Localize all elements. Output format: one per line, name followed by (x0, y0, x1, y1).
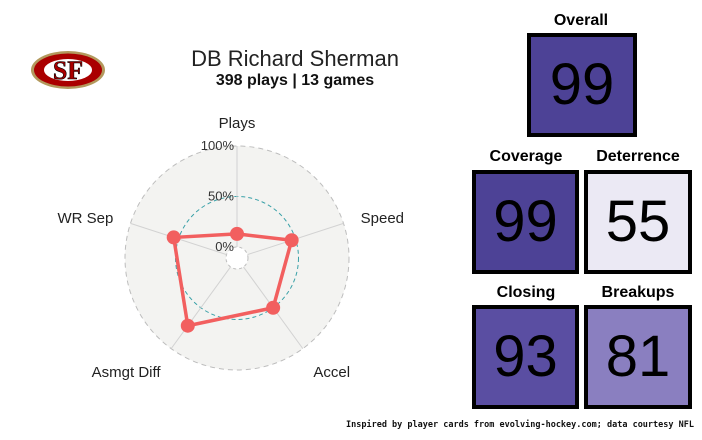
breakups-label: Breakups (601, 284, 675, 301)
overall-label: Overall (553, 12, 609, 29)
radar-axis-label: Plays (219, 115, 256, 132)
radar-point (230, 226, 244, 241)
coverage-score: 99 (472, 170, 579, 274)
radar-tick-label: 50% (208, 189, 234, 204)
coverage-label: Coverage (489, 148, 563, 165)
radar-axis-label: Speed (361, 210, 404, 227)
page-title: DB Richard Sherman (191, 46, 399, 71)
closing-label: Closing (496, 284, 556, 301)
radar-tick-label: 0% (215, 239, 234, 254)
closing-score: 93 (472, 305, 579, 409)
radar-series-line (171, 232, 294, 328)
radar-point (284, 233, 299, 248)
page-subtitle: 398 plays | 13 games (215, 72, 375, 89)
radar-spoke (170, 266, 231, 349)
overall-score: 99 (527, 33, 637, 137)
deterrence-label: Deterrence (596, 148, 680, 165)
deterrence-score: 55 (584, 170, 692, 274)
radar-inner-ring (225, 246, 249, 270)
radar-axis-label: Accel (313, 364, 350, 381)
team-logo-icon: SF (31, 51, 105, 89)
radar-chart: 0% 50% 100% Plays Speed Accel Asmgt Diff WR Sep (58, 115, 405, 381)
radar-axis-label: WR Sep (58, 210, 114, 227)
breakups-score: 81 (584, 305, 692, 409)
radar-point (180, 318, 195, 333)
radar-axis-label: Asmgt Diff (92, 364, 162, 381)
radar-point (166, 230, 181, 245)
svg-text:SF: SF (53, 56, 83, 85)
credit-text: Inspired by player cards from evolving-h… (346, 420, 694, 430)
radar-tick-label: 100% (201, 138, 235, 153)
radar-point (266, 300, 281, 315)
